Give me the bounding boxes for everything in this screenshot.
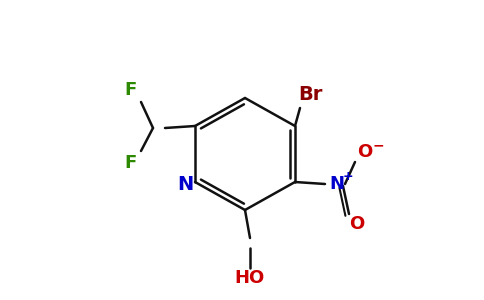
Text: −: − xyxy=(372,138,384,152)
Text: O: O xyxy=(357,143,373,161)
Text: F: F xyxy=(125,154,137,172)
Text: Br: Br xyxy=(298,85,322,104)
Text: N: N xyxy=(330,175,345,193)
Text: N: N xyxy=(177,175,193,194)
Text: +: + xyxy=(343,170,353,184)
Text: HO: HO xyxy=(235,269,265,287)
Text: F: F xyxy=(125,81,137,99)
Text: O: O xyxy=(349,215,364,233)
